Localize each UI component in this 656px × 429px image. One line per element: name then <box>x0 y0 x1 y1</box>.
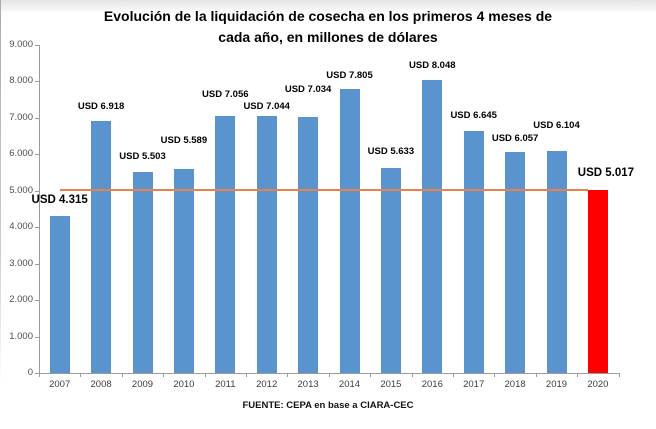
y-axis-tick-label: 3.000 <box>9 257 33 269</box>
bar-value-label: USD 6.057 <box>491 133 539 145</box>
source-caption: FUENTE: CEPA en base a CIARA-CEC <box>242 400 414 411</box>
x-axis-tick-label: 2007 <box>49 379 71 390</box>
x-axis-tick-label: 2009 <box>131 379 154 390</box>
bar-value-label: USD 6.645 <box>450 109 497 121</box>
x-axis-tick-label: 2019 <box>545 379 568 390</box>
bar-2018 <box>505 152 526 373</box>
x-axis-tick-label: 2008 <box>90 379 112 390</box>
top-gradient-band <box>0 0 656 13</box>
x-tick-mark <box>370 373 372 377</box>
bar-2008 <box>91 120 112 373</box>
y-tick-mark <box>35 81 39 83</box>
bar-2010 <box>173 169 194 373</box>
x-axis-tick-label: 2014 <box>338 379 361 390</box>
x-tick-mark <box>39 373 40 377</box>
y-tick-mark <box>35 336 39 338</box>
x-axis-tick-label: 2013 <box>297 379 319 390</box>
bar-value-label: USD 7.034 <box>284 83 332 95</box>
chart-title: Evolución de la liquidación de cosecha e… <box>7 6 649 48</box>
bar-value-label: USD 5.503 <box>119 151 166 163</box>
left-edge-line <box>0 0 1 429</box>
bar-value-label: USD 7.056 <box>202 88 249 100</box>
y-tick-mark <box>35 227 39 229</box>
bar-2016 <box>422 79 443 373</box>
bar-value-label: USD 7.044 <box>243 101 290 113</box>
bar-2012 <box>256 116 277 373</box>
y-tick-mark <box>35 154 39 156</box>
bar-2015 <box>380 167 401 373</box>
reference-line <box>59 188 588 191</box>
bar-2019 <box>546 150 567 373</box>
bar-value-label: USD 7.805 <box>326 69 373 81</box>
bar-value-label: USD 8.048 <box>409 59 456 71</box>
x-axis-tick-label: 2010 <box>173 379 195 390</box>
y-tick-mark <box>35 45 39 46</box>
x-axis-tick-label: 2017 <box>463 379 485 390</box>
y-axis-tick-label: 1.000 <box>9 330 33 342</box>
bar-2013 <box>298 116 319 373</box>
bar-value-label: USD 5.589 <box>160 135 208 147</box>
chart-title-line2: cada año, en millones de dólares <box>218 29 438 45</box>
bar-value-label: USD 5.633 <box>367 145 415 157</box>
y-axis-tick-label: 4.000 <box>9 221 33 233</box>
x-axis-tick-label: 2016 <box>421 379 443 390</box>
x-tick-mark <box>494 373 496 377</box>
x-tick-mark <box>618 373 620 377</box>
y-tick-mark <box>35 300 39 302</box>
bar-highlight-2020 <box>587 190 608 373</box>
y-axis-tick-label: 0 <box>27 367 33 378</box>
chart-title-line1: Evolución de la liquidación de cosecha e… <box>103 8 553 24</box>
x-axis-tick-label: 2012 <box>256 379 278 390</box>
y-tick-mark <box>35 373 39 374</box>
x-axis-tick-label: 2011 <box>215 379 236 390</box>
y-axis-tick-label: 5.000 <box>9 184 33 196</box>
bar-2014 <box>339 88 360 373</box>
x-tick-mark <box>121 373 123 377</box>
bar-2017 <box>463 130 484 373</box>
x-axis-tick-label: 2018 <box>504 379 526 390</box>
y-tick-mark <box>35 190 39 192</box>
x-tick-mark <box>328 373 330 377</box>
y-tick-mark <box>35 263 39 265</box>
x-tick-mark <box>163 373 165 377</box>
x-tick-mark <box>453 373 454 377</box>
x-axis-tick-label: 2015 <box>380 379 402 390</box>
x-axis-tick-label: 2020 <box>587 379 609 390</box>
y-axis-tick-label: 7.000 <box>9 111 33 123</box>
bar-value-label: USD 4.315 <box>31 193 88 206</box>
x-tick-mark <box>246 373 247 377</box>
y-axis-line <box>39 45 40 373</box>
y-tick-mark <box>35 117 39 119</box>
y-axis-tick-label: 8.000 <box>9 75 33 87</box>
x-tick-mark <box>411 373 413 377</box>
x-tick-mark <box>577 373 579 377</box>
bar-2007 <box>49 215 70 373</box>
y-axis-tick-label: 6.000 <box>9 148 33 160</box>
x-tick-mark <box>204 373 206 377</box>
x-tick-mark <box>535 373 537 377</box>
bar-2009 <box>132 172 153 373</box>
y-axis-tick-label: 9.000 <box>9 39 33 50</box>
x-tick-mark <box>287 373 289 377</box>
x-tick-mark <box>80 373 82 377</box>
bar-value-label: USD 6.918 <box>77 100 125 112</box>
bar-2011 <box>215 115 236 373</box>
bar-value-label: USD 6.104 <box>533 119 580 131</box>
y-axis-tick-label: 2.000 <box>9 294 33 306</box>
bar-value-label: USD 5.017 <box>577 167 635 180</box>
